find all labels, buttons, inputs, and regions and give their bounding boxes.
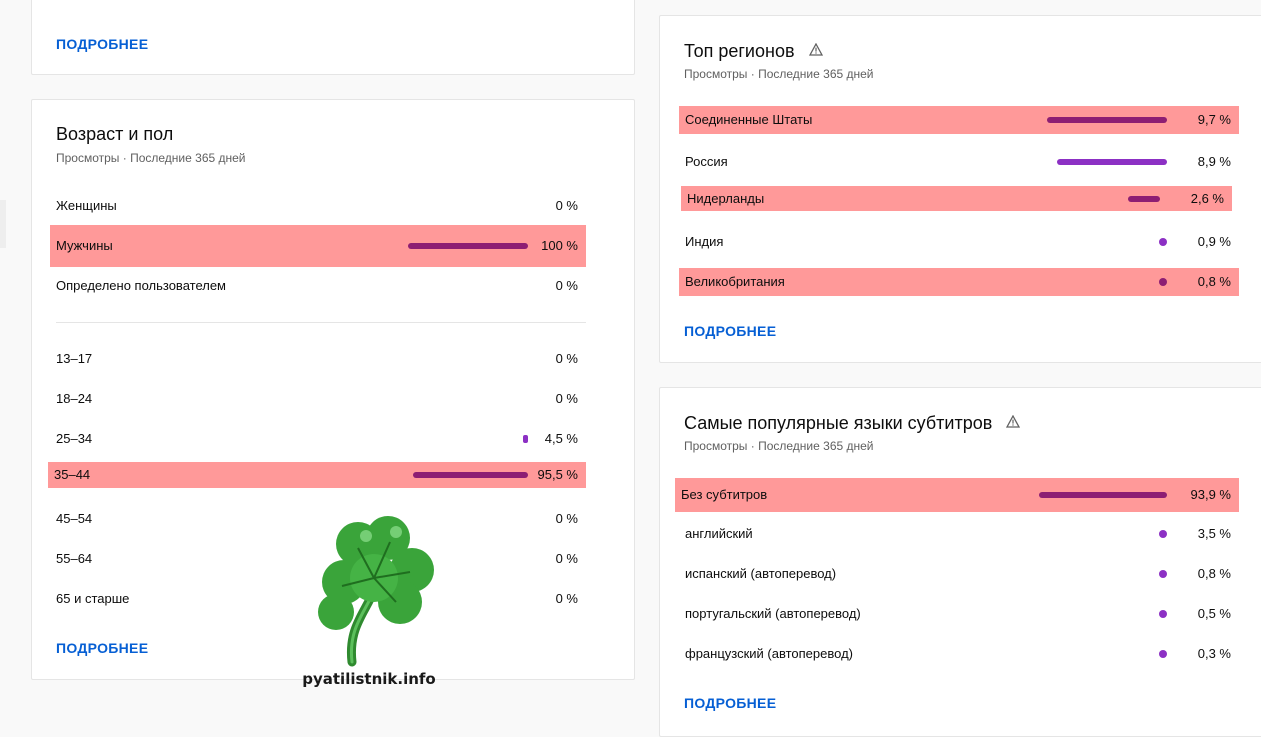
row-label: Нидерланды [687, 191, 765, 206]
bar-fill [1039, 492, 1167, 498]
language-row[interactable]: испанский (автоперевод) 0,8 % [679, 560, 1239, 588]
bar-fill [413, 472, 528, 478]
bar-dot [1159, 278, 1167, 286]
row-percent: 0 % [555, 551, 578, 566]
row-label: Соединенные Штаты [685, 112, 813, 127]
row-percent: 0,9 % [1197, 234, 1231, 249]
row-label: Без субтитров [681, 487, 768, 502]
row-percent: 0 % [555, 511, 578, 526]
age-row[interactable]: 25–34 4,5 % [50, 425, 586, 453]
left-edge-strip [0, 200, 6, 248]
region-row[interactable]: Нидерланды 2,6 % [681, 186, 1232, 211]
row-label: английский [685, 526, 753, 541]
more-link[interactable]: ПОДРОБНЕЕ [684, 323, 777, 339]
card-top-left: ПОДРОБНЕЕ [31, 0, 635, 75]
card-title: Топ регионов [684, 40, 823, 62]
row-percent: 0,8 % [1197, 566, 1231, 581]
age-row[interactable]: 45–54 0 % [50, 505, 586, 533]
row-percent: 93,9 % [1190, 487, 1231, 502]
row-label: Женщины [56, 198, 117, 213]
row-percent: 0 % [555, 391, 578, 406]
age-row[interactable]: 55–64 0 % [50, 545, 586, 573]
region-row[interactable]: Россия 8,9 % [679, 148, 1239, 176]
row-label: 55–64 [56, 551, 93, 566]
row-label: испанский (автоперевод) [685, 566, 837, 581]
row-label: Определено пользователем [56, 278, 226, 293]
row-percent: 0 % [555, 351, 578, 366]
card-subtitle: Просмотры · Последние 365 дней [684, 67, 874, 81]
more-link[interactable]: ПОДРОБНЕЕ [56, 36, 149, 52]
gender-row[interactable]: Мужчины 100 % [50, 225, 586, 267]
row-label: 13–17 [56, 351, 93, 366]
language-row[interactable]: французский (автоперевод) 0,3 % [679, 640, 1239, 668]
row-label: Россия [685, 154, 728, 169]
card-subtitle: Просмотры · Последние 365 дней [56, 151, 246, 165]
row-percent: 0,5 % [1197, 606, 1231, 621]
section-divider [56, 322, 586, 323]
bar-dot [1159, 530, 1167, 538]
age-row[interactable]: 35–44 95,5 % [48, 462, 586, 488]
region-row[interactable]: Великобритания 0,8 % [679, 268, 1239, 296]
row-percent: 8,9 % [1197, 154, 1231, 169]
row-percent: 0 % [555, 591, 578, 606]
watermark: pyatilistnik.info [296, 502, 442, 694]
clover-icon [296, 502, 442, 670]
row-label: Индия [685, 234, 724, 249]
row-percent: 2,6 % [1190, 191, 1224, 206]
row-label: Великобритания [685, 274, 785, 289]
bar-dot [1159, 238, 1167, 246]
gender-row[interactable]: Женщины 0 % [50, 192, 586, 220]
age-row[interactable]: 65 и старше 0 % [50, 585, 586, 613]
row-percent: 0 % [555, 198, 578, 213]
bar-fill [1128, 196, 1160, 202]
bar-dot [523, 435, 528, 443]
row-percent: 9,7 % [1197, 112, 1231, 127]
card-title: Самые популярные языки субтитров [684, 412, 1021, 434]
bar-fill [408, 243, 528, 249]
row-percent: 4,5 % [544, 431, 578, 446]
age-row[interactable]: 13–17 0 % [50, 345, 586, 373]
more-link[interactable]: ПОДРОБНЕЕ [56, 640, 149, 656]
language-row[interactable]: португальский (автоперевод) 0,5 % [679, 600, 1239, 628]
bar-dot [1159, 650, 1167, 658]
card-title-text: Самые популярные языки субтитров [684, 413, 993, 433]
bar-dot [1159, 570, 1167, 578]
card-title: Возраст и пол [56, 124, 174, 144]
row-label: португальский (автоперевод) [685, 606, 861, 621]
age-row[interactable]: 18–24 0 % [50, 385, 586, 413]
card-age-gender: Возраст и пол Просмотры · Последние 365 … [31, 99, 635, 680]
watermark-text: pyatilistnik.info [302, 670, 436, 688]
warning-icon[interactable] [1006, 412, 1021, 433]
row-label: 65 и старше [56, 591, 130, 606]
row-percent: 100 % [541, 238, 578, 253]
warning-icon[interactable] [808, 40, 823, 61]
card-title-text: Топ регионов [684, 41, 795, 61]
gender-row[interactable]: Определено пользователем 0 % [50, 272, 586, 300]
region-row[interactable]: Соединенные Штаты 9,7 % [679, 106, 1239, 134]
row-percent: 95,5 % [537, 467, 578, 482]
row-label: 18–24 [56, 391, 93, 406]
region-row[interactable]: Индия 0,9 % [679, 228, 1239, 256]
bar-fill [1047, 117, 1167, 123]
card-subtitle: Просмотры · Последние 365 дней [684, 439, 874, 453]
row-label: французский (автоперевод) [685, 646, 853, 661]
row-label: Мужчины [56, 238, 113, 253]
row-label: 25–34 [56, 431, 93, 446]
card-top-regions: Топ регионов Просмотры · Последние 365 д… [659, 15, 1261, 363]
more-link[interactable]: ПОДРОБНЕЕ [684, 695, 777, 711]
bar-fill [1057, 159, 1167, 165]
row-label: 35–44 [54, 467, 91, 482]
row-label: 45–54 [56, 511, 93, 526]
row-percent: 3,5 % [1197, 526, 1231, 541]
row-percent: 0 % [555, 278, 578, 293]
bar-dot [1159, 610, 1167, 618]
row-percent: 0,3 % [1197, 646, 1231, 661]
card-subtitle-languages: Самые популярные языки субтитров Просмот… [659, 387, 1261, 737]
row-percent: 0,8 % [1197, 274, 1231, 289]
language-row[interactable]: Без субтитров 93,9 % [675, 478, 1239, 512]
language-row[interactable]: английский 3,5 % [679, 520, 1239, 548]
